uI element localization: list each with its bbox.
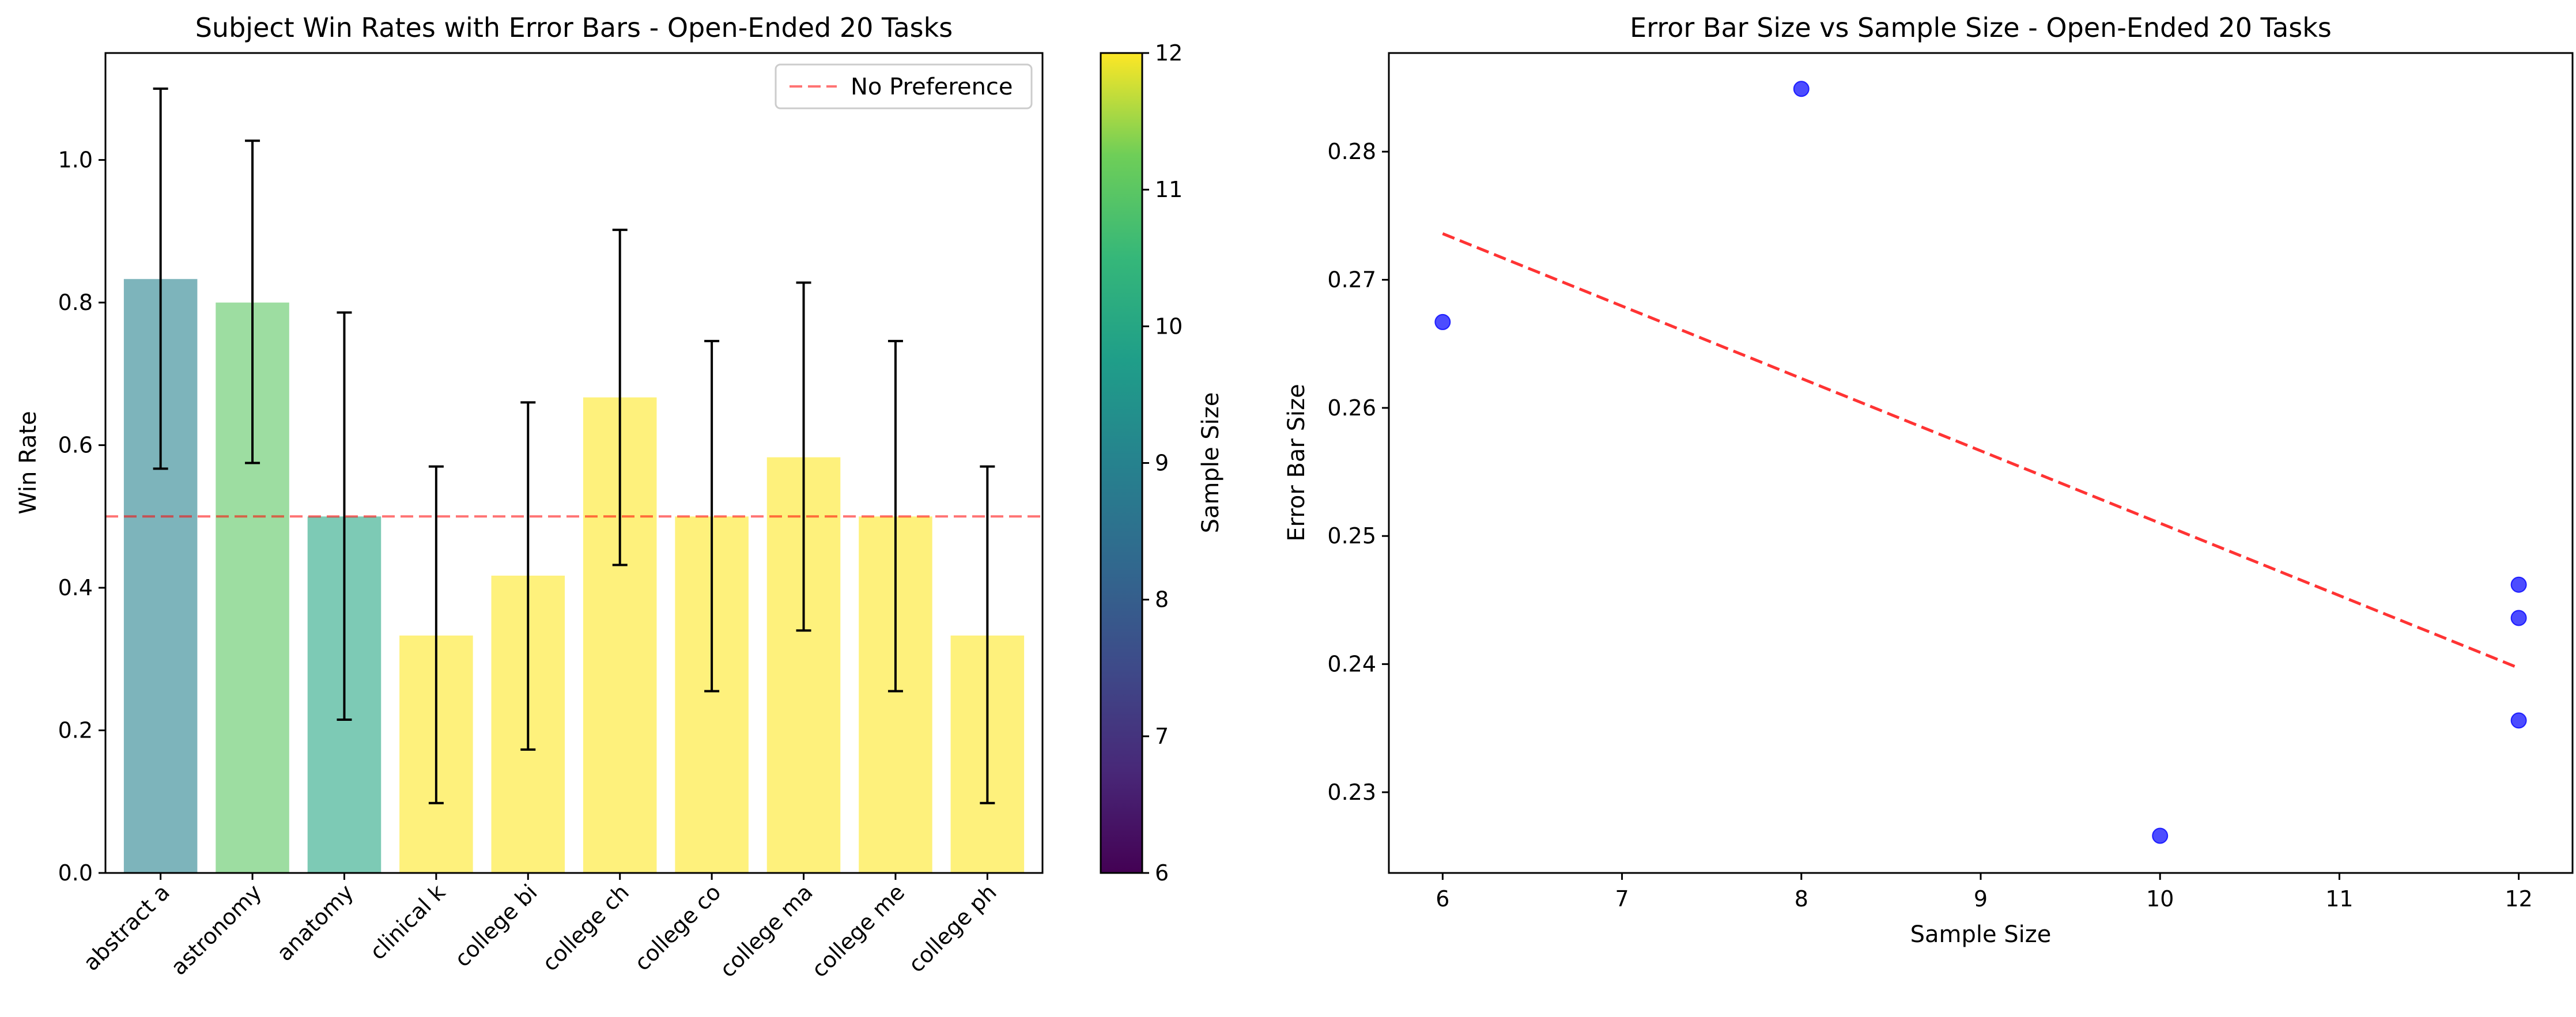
scatter-points	[1434, 81, 2527, 844]
colorbar-tick-label-1: 7	[1155, 724, 1169, 749]
y-tick-label-5: 1.0	[58, 148, 93, 173]
scatter-point-5	[2510, 712, 2527, 729]
colorbar-ticks: 6 7 8 9 10 11 12	[1142, 40, 1183, 886]
colorbar	[1100, 52, 1143, 874]
y-tick-label-1: 0.2	[58, 718, 93, 743]
colorbar-tick-label-3: 9	[1155, 451, 1169, 476]
colorbar-tick-label-0: 6	[1155, 860, 1169, 886]
y-tick-label-5: 0.28	[1327, 139, 1376, 164]
legend-box	[775, 63, 1033, 109]
colorbar-tick-label-4: 10	[1155, 313, 1183, 339]
y-tick-label-4: 0.27	[1327, 267, 1376, 293]
scatter-point-2	[2152, 827, 2169, 844]
chart1-title: Subject Win Rates with Error Bars - Open…	[195, 12, 953, 43]
chart1-y-axis-label: Win Rate	[15, 411, 41, 515]
y-tick-label-0: 0.0	[58, 860, 93, 886]
colorbar-tick-label-6: 12	[1155, 40, 1183, 66]
y-tick-label-3: 0.6	[58, 433, 93, 458]
x-tick-label-2: 8	[1795, 886, 1808, 912]
chart2-y-axis-label: Error Bar Size	[1283, 384, 1310, 541]
chart1-y-ticks: 0.0 0.2 0.4 0.6 0.8 1.0	[58, 148, 105, 886]
scatter-point-1	[1793, 81, 1810, 97]
chart1-axes-frame	[104, 52, 1044, 874]
scatter-point-4	[2510, 610, 2527, 626]
x-tick-label-3: 9	[1974, 886, 1988, 912]
x-tick-label-5: 11	[2325, 886, 2353, 912]
x-tick-label-0: 6	[1436, 886, 1449, 912]
colorbar-tick-label-2: 8	[1155, 587, 1169, 613]
error-size-scatter-chart: Error Bar Size vs Sample Size - Open-End…	[1283, 12, 2574, 948]
y-tick-label-0: 0.23	[1327, 780, 1376, 805]
x-tick-label-6: 12	[2505, 886, 2532, 912]
x-tick-label-4: 10	[2146, 886, 2174, 912]
chart1-legend: No Preference	[775, 63, 1033, 109]
y-tick-label-2: 0.25	[1327, 523, 1376, 549]
y-tick-label-3: 0.26	[1327, 395, 1376, 421]
chart2-y-ticks: 0.23 0.24 0.25 0.26 0.27 0.28	[1327, 139, 1389, 805]
y-tick-label-2: 0.4	[58, 575, 93, 600]
trend-line	[1442, 232, 2520, 670]
chart2-x-ticks: 6 7 8 9 10 11 12	[1436, 873, 2533, 912]
colorbar-tick-label-5: 11	[1155, 177, 1183, 202]
chart2-title: Error Bar Size vs Sample Size - Open-End…	[1630, 12, 2332, 43]
chart1-error-bars	[153, 87, 995, 804]
y-tick-label-4: 0.8	[58, 290, 93, 315]
scatter-point-3	[2510, 576, 2527, 593]
legend-label: No Preference	[851, 74, 1013, 100]
chart2-x-axis-label: Sample Size	[1910, 921, 2052, 948]
scatter-point-0	[1434, 313, 1451, 330]
colorbar-label: Sample Size	[1198, 392, 1224, 534]
trend-line-segment	[1442, 232, 2520, 670]
x-tick-label-1: 7	[1615, 886, 1629, 912]
y-tick-label-1: 0.24	[1327, 652, 1376, 677]
